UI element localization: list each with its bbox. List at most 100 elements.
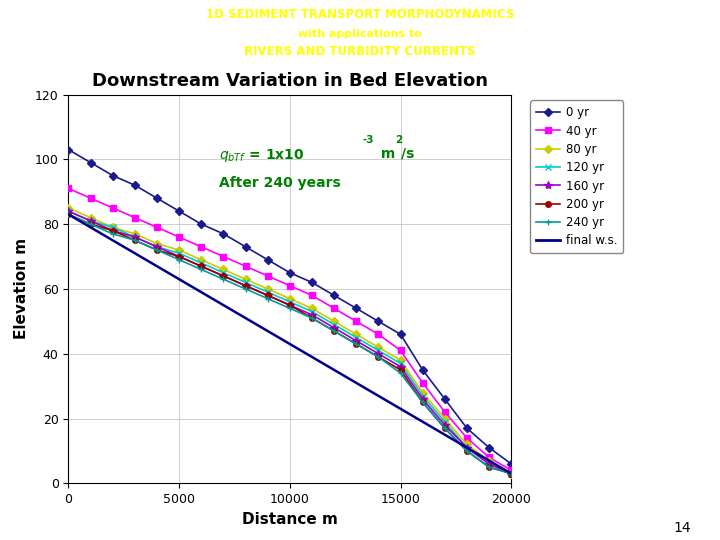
240 yr xyxy=(352,341,361,347)
80 yr xyxy=(219,266,228,273)
80 yr xyxy=(418,389,427,396)
160 yr xyxy=(485,461,493,467)
0 yr xyxy=(418,367,427,373)
240 yr xyxy=(264,295,272,302)
160 yr xyxy=(507,470,516,477)
0 yr xyxy=(441,396,449,402)
X-axis label: Distance m: Distance m xyxy=(242,511,338,526)
80 yr xyxy=(441,415,449,422)
160 yr xyxy=(175,253,184,260)
160 yr xyxy=(64,208,73,214)
120 yr xyxy=(485,461,493,467)
160 yr xyxy=(330,325,338,331)
0 yr xyxy=(307,279,316,286)
200 yr xyxy=(352,341,361,347)
80 yr xyxy=(130,231,139,237)
40 yr xyxy=(307,292,316,299)
80 yr xyxy=(485,457,493,464)
80 yr xyxy=(175,247,184,253)
240 yr xyxy=(64,211,73,218)
200 yr xyxy=(64,211,73,218)
120 yr xyxy=(507,470,516,477)
240 yr xyxy=(285,305,294,312)
200 yr xyxy=(86,221,95,227)
40 yr xyxy=(396,347,405,354)
120 yr xyxy=(441,418,449,425)
0 yr xyxy=(197,221,206,227)
200 yr xyxy=(197,263,206,269)
160 yr xyxy=(462,444,471,451)
80 yr xyxy=(307,305,316,312)
0 yr xyxy=(64,146,73,153)
240 yr xyxy=(441,425,449,431)
40 yr xyxy=(285,282,294,289)
200 yr xyxy=(441,425,449,431)
Line: 80 yr: 80 yr xyxy=(66,205,514,476)
200 yr xyxy=(285,302,294,308)
Line: 120 yr: 120 yr xyxy=(65,208,515,477)
160 yr xyxy=(264,292,272,299)
0 yr xyxy=(153,195,161,201)
Y-axis label: Elevation m: Elevation m xyxy=(14,238,30,340)
200 yr xyxy=(507,470,516,477)
Text: 14: 14 xyxy=(674,521,691,535)
80 yr xyxy=(197,256,206,263)
200 yr xyxy=(130,237,139,244)
160 yr xyxy=(307,312,316,318)
80 yr xyxy=(396,357,405,363)
120 yr xyxy=(307,308,316,315)
200 yr xyxy=(175,253,184,260)
Line: 40 yr: 40 yr xyxy=(66,186,514,473)
240 yr xyxy=(485,464,493,470)
Line: 160 yr: 160 yr xyxy=(64,207,516,478)
160 yr xyxy=(109,227,117,234)
40 yr xyxy=(130,214,139,221)
200 yr xyxy=(485,464,493,470)
40 yr xyxy=(109,205,117,211)
200 yr xyxy=(330,328,338,334)
80 yr xyxy=(352,331,361,338)
Text: -3: -3 xyxy=(363,136,374,145)
120 yr xyxy=(241,279,250,286)
160 yr xyxy=(352,338,361,344)
Text: 1D SEDIMENT TRANSPORT MORPHODYNAMICS: 1D SEDIMENT TRANSPORT MORPHODYNAMICS xyxy=(206,8,514,21)
80 yr xyxy=(241,276,250,282)
120 yr xyxy=(86,218,95,224)
200 yr xyxy=(418,399,427,406)
160 yr xyxy=(396,363,405,370)
40 yr xyxy=(219,253,228,260)
240 yr xyxy=(219,276,228,282)
240 yr xyxy=(330,328,338,334)
240 yr xyxy=(374,354,383,360)
40 yr xyxy=(418,380,427,386)
120 yr xyxy=(285,299,294,305)
120 yr xyxy=(197,260,206,266)
Line: 200 yr: 200 yr xyxy=(66,212,514,476)
0 yr xyxy=(396,331,405,338)
80 yr xyxy=(330,318,338,325)
40 yr xyxy=(264,273,272,279)
Legend: 0 yr, 40 yr, 80 yr, 120 yr, 160 yr, 200 yr, 240 yr, final w.s.: 0 yr, 40 yr, 80 yr, 120 yr, 160 yr, 200 … xyxy=(531,100,624,253)
Line: 240 yr: 240 yr xyxy=(65,211,515,477)
0 yr xyxy=(219,231,228,237)
40 yr xyxy=(64,185,73,192)
80 yr xyxy=(109,224,117,231)
240 yr xyxy=(86,221,95,227)
80 yr xyxy=(64,205,73,211)
120 yr xyxy=(374,347,383,354)
160 yr xyxy=(153,244,161,250)
40 yr xyxy=(374,331,383,338)
40 yr xyxy=(352,318,361,325)
120 yr xyxy=(175,250,184,256)
0 yr xyxy=(374,318,383,325)
Line: 0 yr: 0 yr xyxy=(66,147,514,467)
240 yr xyxy=(507,470,516,477)
240 yr xyxy=(197,266,206,273)
40 yr xyxy=(462,435,471,441)
200 yr xyxy=(374,354,383,360)
120 yr xyxy=(130,234,139,240)
200 yr xyxy=(219,273,228,279)
40 yr xyxy=(197,244,206,250)
0 yr xyxy=(130,182,139,188)
200 yr xyxy=(241,282,250,289)
